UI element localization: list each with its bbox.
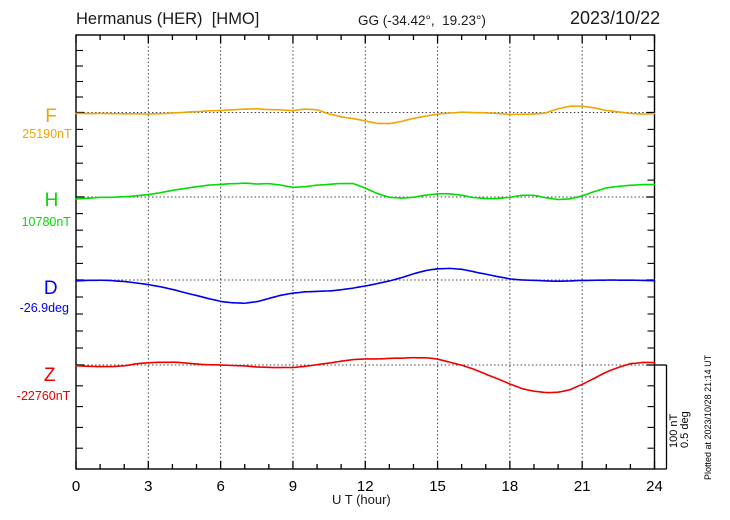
svg-text:21: 21	[574, 478, 591, 495]
svg-text:12: 12	[357, 478, 374, 495]
svg-text:3: 3	[144, 478, 152, 495]
svg-text:15: 15	[429, 478, 446, 495]
svg-text:24: 24	[646, 478, 663, 495]
svg-text:9: 9	[289, 478, 297, 495]
svg-text:0: 0	[72, 478, 80, 495]
svg-text:6: 6	[216, 478, 224, 495]
svg-text:18: 18	[502, 478, 519, 495]
